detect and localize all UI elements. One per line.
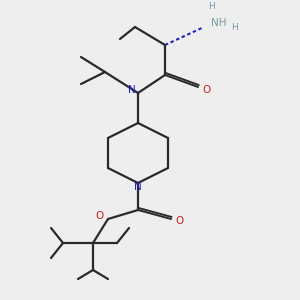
Text: O: O bbox=[176, 215, 184, 226]
Text: O: O bbox=[95, 211, 104, 221]
Text: O: O bbox=[203, 85, 211, 95]
Text: N: N bbox=[134, 182, 142, 193]
Text: H: H bbox=[231, 22, 237, 32]
Text: H: H bbox=[208, 2, 215, 10]
Text: N: N bbox=[128, 85, 136, 95]
Text: NH: NH bbox=[211, 17, 227, 28]
